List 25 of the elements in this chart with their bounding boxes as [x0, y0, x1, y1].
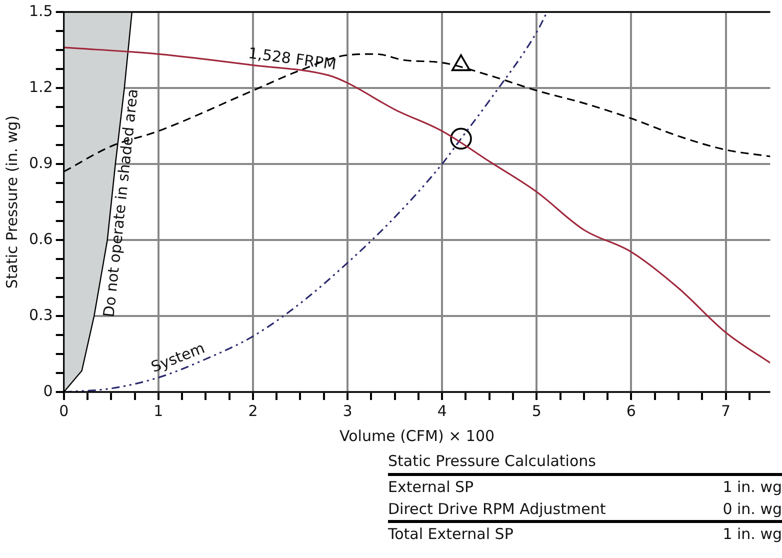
- y-tick-label: 1.2: [28, 78, 53, 96]
- y-tick-label: 1.5: [28, 2, 53, 20]
- text: 1,528 FRPM: [247, 44, 338, 74]
- x-tick-label: 3: [342, 402, 352, 420]
- y-tick-label: 0.6: [28, 230, 53, 248]
- text: Total External SP: [388, 525, 514, 543]
- y-axis-title: Static Pressure (in. wg): [2, 115, 21, 289]
- y-tick-label: 0: [43, 382, 53, 400]
- x-tick-label: 4: [437, 402, 447, 420]
- x-tick-label: 1: [154, 402, 164, 420]
- x-tick-label: 6: [626, 402, 636, 420]
- text: Do not operate in shaded area: [100, 88, 142, 318]
- x-tick-label: 7: [720, 402, 731, 420]
- x-tick-label: 5: [532, 402, 542, 420]
- x-tick-label: 2: [248, 402, 258, 420]
- x-axis-title: Volume (CFM) × 100: [340, 426, 495, 445]
- y-tick-label: 0.3: [28, 306, 53, 324]
- text: 1 in. wg: [722, 478, 782, 496]
- text: 1 in. wg: [722, 525, 782, 543]
- y-tick-label: 0.9: [28, 154, 53, 172]
- text: Direct Drive RPM Adjustment: [388, 500, 606, 518]
- text: Static Pressure Calculations: [388, 452, 597, 472]
- x-tick-label: 0: [59, 402, 69, 420]
- text: External SP: [388, 478, 474, 496]
- text: 0 in. wg: [722, 500, 782, 518]
